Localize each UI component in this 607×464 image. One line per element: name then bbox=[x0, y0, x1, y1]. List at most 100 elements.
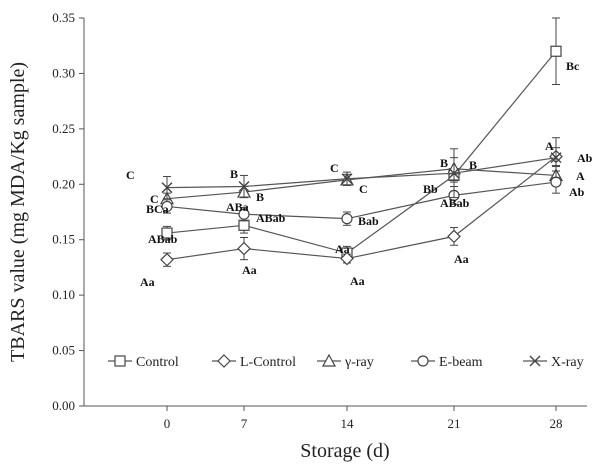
data-point bbox=[160, 252, 174, 267]
significance-label: ABab bbox=[440, 196, 470, 210]
legend-item-triangle: γ-ray bbox=[317, 353, 374, 370]
circle-marker bbox=[238, 208, 250, 220]
diamond-marker bbox=[237, 241, 251, 256]
y-axis-title: TBARS value (mg MDA/Kg sample) bbox=[7, 62, 29, 362]
data-point bbox=[448, 167, 460, 179]
significance-label: Aa bbox=[335, 242, 350, 256]
x-tick-label: 0 bbox=[164, 416, 171, 431]
circle-marker bbox=[417, 355, 429, 367]
significance-label: B bbox=[256, 190, 264, 204]
legend-item-square: Control bbox=[108, 355, 179, 370]
significance-label: B bbox=[440, 156, 448, 170]
data-point bbox=[341, 173, 353, 185]
series-diamond bbox=[160, 147, 563, 267]
significance-label: Ab bbox=[569, 185, 585, 199]
x-marker-stroke bbox=[529, 355, 541, 367]
legend-marker bbox=[417, 355, 429, 367]
significance-label: Aa bbox=[242, 263, 257, 277]
x-marker-stroke bbox=[238, 181, 250, 192]
legend-label: X-ray bbox=[551, 355, 584, 370]
data-point bbox=[447, 229, 461, 244]
square-marker bbox=[550, 45, 562, 57]
data-point bbox=[237, 241, 251, 256]
significance-label: C bbox=[126, 168, 135, 182]
y-tick-label: 0.30 bbox=[52, 65, 75, 80]
data-point bbox=[238, 208, 250, 220]
data-point bbox=[238, 181, 250, 192]
legend-marker bbox=[217, 354, 231, 368]
significance-label: Bb bbox=[423, 182, 438, 196]
y-tick-label: 0.05 bbox=[52, 343, 75, 358]
triangle-marker bbox=[321, 353, 337, 367]
y-tick-label: 0.35 bbox=[52, 10, 75, 25]
x-axis-title: Storage (d) bbox=[300, 440, 389, 462]
significance-labels: ABab ABa Aa Bb Bc Aa Aa Aa Aa A C B C B A BCa ABab Bab ABa… bbox=[126, 59, 593, 289]
circle-marker bbox=[161, 200, 173, 213]
legend-item-diamond: L-Control bbox=[212, 354, 296, 370]
square-marker bbox=[238, 219, 250, 231]
legend-item-x: X-ray bbox=[523, 355, 584, 370]
y-tick-label: 0.00 bbox=[52, 398, 75, 413]
data-point bbox=[238, 219, 250, 231]
data-point bbox=[340, 251, 354, 266]
significance-label: ABab bbox=[148, 232, 178, 246]
legend-item-circle: E-beam bbox=[411, 355, 483, 370]
data-point bbox=[161, 227, 173, 239]
series-x bbox=[161, 137, 562, 200]
data-point bbox=[341, 213, 353, 225]
diamond-marker bbox=[447, 229, 461, 244]
y-tick-label: 0.20 bbox=[52, 176, 75, 191]
significance-label: B bbox=[469, 158, 477, 172]
legend-marker bbox=[114, 355, 126, 367]
legend-marker bbox=[529, 355, 541, 367]
significance-label: Ab bbox=[577, 151, 593, 165]
diamond-marker bbox=[160, 252, 174, 267]
circle-marker bbox=[341, 213, 353, 225]
data-point bbox=[161, 182, 173, 194]
square-marker bbox=[114, 355, 126, 367]
significance-label: C bbox=[150, 192, 159, 206]
significance-label: ABab bbox=[256, 211, 286, 225]
x-tick-label: 21 bbox=[448, 416, 461, 431]
significance-label: A bbox=[545, 139, 554, 153]
x-tick-label: 28 bbox=[550, 416, 563, 431]
legend-marker bbox=[321, 353, 337, 367]
legend: Control L-Control γ-ray E-beam X-ray bbox=[108, 353, 584, 370]
axes: 0.00 0.05 0.10 0.15 0.20 0.25 0.30 0.35 0 7 14 21 28 bbox=[52, 10, 587, 431]
x-marker-stroke bbox=[448, 167, 460, 179]
y-tick-label: 0.15 bbox=[52, 232, 75, 247]
y-tick-label: 0.25 bbox=[52, 121, 75, 136]
significance-label: C bbox=[359, 182, 368, 196]
y-tick-label: 0.10 bbox=[52, 287, 75, 302]
significance-label: Aa bbox=[454, 252, 469, 266]
x-marker-stroke bbox=[161, 182, 173, 194]
circle-marker bbox=[550, 176, 562, 188]
x-marker-stroke bbox=[550, 152, 562, 164]
significance-label: Bab bbox=[358, 214, 379, 228]
significance-label: Bc bbox=[566, 59, 580, 73]
x-tick-label: 7 bbox=[241, 416, 248, 431]
diamond-marker bbox=[340, 251, 354, 266]
plot-area bbox=[159, 17, 564, 267]
significance-label: A bbox=[576, 169, 585, 183]
x-marker-stroke bbox=[341, 173, 353, 185]
data-point bbox=[550, 152, 562, 164]
legend-label: γ-ray bbox=[344, 355, 374, 370]
significance-label: C bbox=[330, 161, 339, 175]
square-marker bbox=[161, 227, 173, 239]
legend-label: E-beam bbox=[439, 355, 483, 370]
legend-label: L-Control bbox=[240, 355, 296, 370]
x-tick-label: 14 bbox=[341, 416, 355, 431]
significance-label: BCa bbox=[146, 202, 169, 216]
diamond-marker bbox=[217, 354, 231, 368]
data-point bbox=[550, 45, 562, 57]
significance-label: B bbox=[230, 167, 238, 181]
data-point bbox=[161, 200, 173, 213]
legend-label: Control bbox=[136, 355, 179, 370]
series-triangle bbox=[159, 157, 564, 205]
data-point bbox=[550, 176, 562, 188]
significance-label: Aa bbox=[350, 274, 365, 288]
significance-label: ABa bbox=[226, 200, 249, 214]
significance-label: Aa bbox=[140, 275, 155, 289]
